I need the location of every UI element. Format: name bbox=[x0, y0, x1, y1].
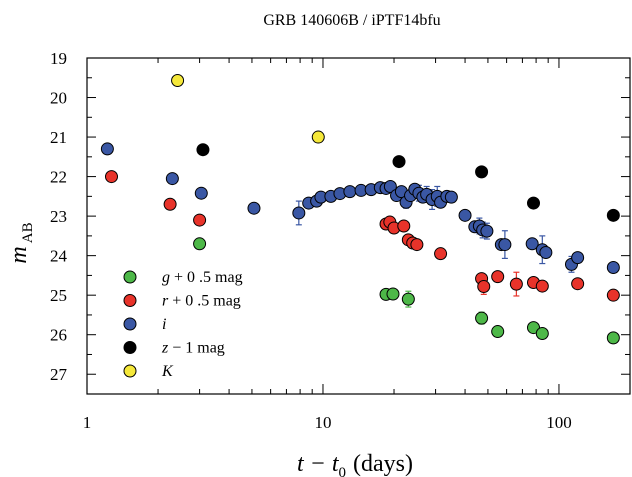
data-point-2 bbox=[100, 142, 114, 156]
plot-frame bbox=[86, 57, 631, 395]
y-tick-label: 23 bbox=[50, 207, 67, 226]
data-point-2 bbox=[194, 186, 208, 200]
data-point-0 bbox=[386, 287, 400, 301]
data-point-2 bbox=[606, 261, 620, 275]
y-tick-label: 25 bbox=[50, 286, 67, 305]
legend-marker bbox=[123, 270, 137, 284]
data-point-3 bbox=[475, 165, 489, 179]
data-point-1 bbox=[535, 279, 549, 293]
data-point-0 bbox=[193, 237, 207, 251]
data-point-3 bbox=[196, 143, 210, 157]
data-point-1 bbox=[104, 170, 118, 184]
data-point-3 bbox=[526, 196, 540, 210]
legend-label: K bbox=[161, 363, 174, 380]
y-tick-label: 24 bbox=[50, 247, 68, 266]
data-point-2 bbox=[383, 179, 397, 193]
data-point-1 bbox=[397, 219, 411, 233]
x-tick-label: 10 bbox=[314, 413, 331, 432]
data-point-2 bbox=[444, 190, 458, 204]
x-tick-label: 100 bbox=[546, 413, 572, 432]
data-point-2 bbox=[539, 245, 553, 259]
y-tick-label: 21 bbox=[50, 128, 67, 147]
y-tick-label: 26 bbox=[50, 326, 67, 345]
legend-marker bbox=[123, 294, 137, 307]
legend-label: r + 0 .5 mag bbox=[162, 293, 241, 310]
data-point-0 bbox=[606, 331, 620, 345]
svg-text:t − t0(days): t − t0 (days) bbox=[297, 451, 413, 477]
legend-marker bbox=[123, 317, 137, 331]
data-point-1 bbox=[571, 277, 585, 291]
y-tick-label: 19 bbox=[50, 49, 67, 68]
data-point-4 bbox=[311, 130, 325, 144]
x-axis-title: t − t0 (days) bbox=[297, 451, 413, 477]
legend-label: z − 1 mag bbox=[161, 340, 225, 357]
data-points bbox=[100, 74, 620, 345]
y-tick-label: 27 bbox=[50, 365, 68, 384]
data-point-2 bbox=[480, 224, 494, 238]
axis-tick-labels: 1 10 100 19 20 21 22 23 24 25 26 27 bbox=[50, 49, 572, 432]
y-tick-label: 20 bbox=[50, 89, 67, 108]
data-point-3 bbox=[392, 155, 406, 169]
data-point-0 bbox=[526, 321, 540, 335]
data-point-2 bbox=[458, 208, 472, 222]
data-point-1 bbox=[477, 279, 491, 293]
svg-text:mAB: m AB bbox=[6, 222, 36, 263]
y-axis-label: m bbox=[6, 246, 32, 263]
chart-title: GRB 140606B / iPTF14bfu bbox=[263, 12, 440, 29]
data-point-2 bbox=[165, 172, 179, 186]
data-point-2 bbox=[343, 185, 357, 199]
legend-label: i bbox=[162, 316, 166, 333]
y-axis-label-subscript: AB bbox=[20, 222, 36, 243]
data-point-1 bbox=[509, 277, 523, 291]
y-axis-title: m AB bbox=[6, 222, 36, 263]
data-point-4 bbox=[171, 74, 185, 88]
data-point-1 bbox=[491, 270, 505, 284]
x-tick-label: 1 bbox=[83, 413, 92, 432]
y-tick-label: 22 bbox=[50, 168, 67, 187]
data-point-1 bbox=[434, 247, 448, 261]
x-axis-label-units: (days) bbox=[353, 451, 413, 477]
data-point-2 bbox=[571, 251, 585, 265]
x-axis-label-subscript: 0 bbox=[339, 465, 347, 477]
data-point-0 bbox=[401, 292, 415, 306]
legend-marker bbox=[123, 341, 137, 354]
data-point-0 bbox=[475, 311, 489, 325]
data-point-2 bbox=[247, 201, 261, 215]
data-point-2 bbox=[498, 238, 512, 252]
data-point-0 bbox=[535, 327, 549, 341]
legend: g + 0 .5 mag r + 0 .5 mag i z − 1 mag K bbox=[123, 269, 243, 380]
data-point-1 bbox=[163, 197, 177, 211]
data-point-1 bbox=[410, 238, 424, 252]
data-point-2 bbox=[292, 206, 306, 220]
data-point-1 bbox=[193, 213, 207, 227]
data-point-2 bbox=[525, 237, 539, 251]
legend-label: g + 0 .5 mag bbox=[162, 269, 243, 286]
data-point-1 bbox=[606, 288, 620, 302]
legend-marker bbox=[123, 364, 137, 378]
data-point-0 bbox=[491, 325, 505, 339]
x-axis-label: t − t bbox=[297, 451, 340, 477]
data-point-3 bbox=[606, 208, 620, 222]
